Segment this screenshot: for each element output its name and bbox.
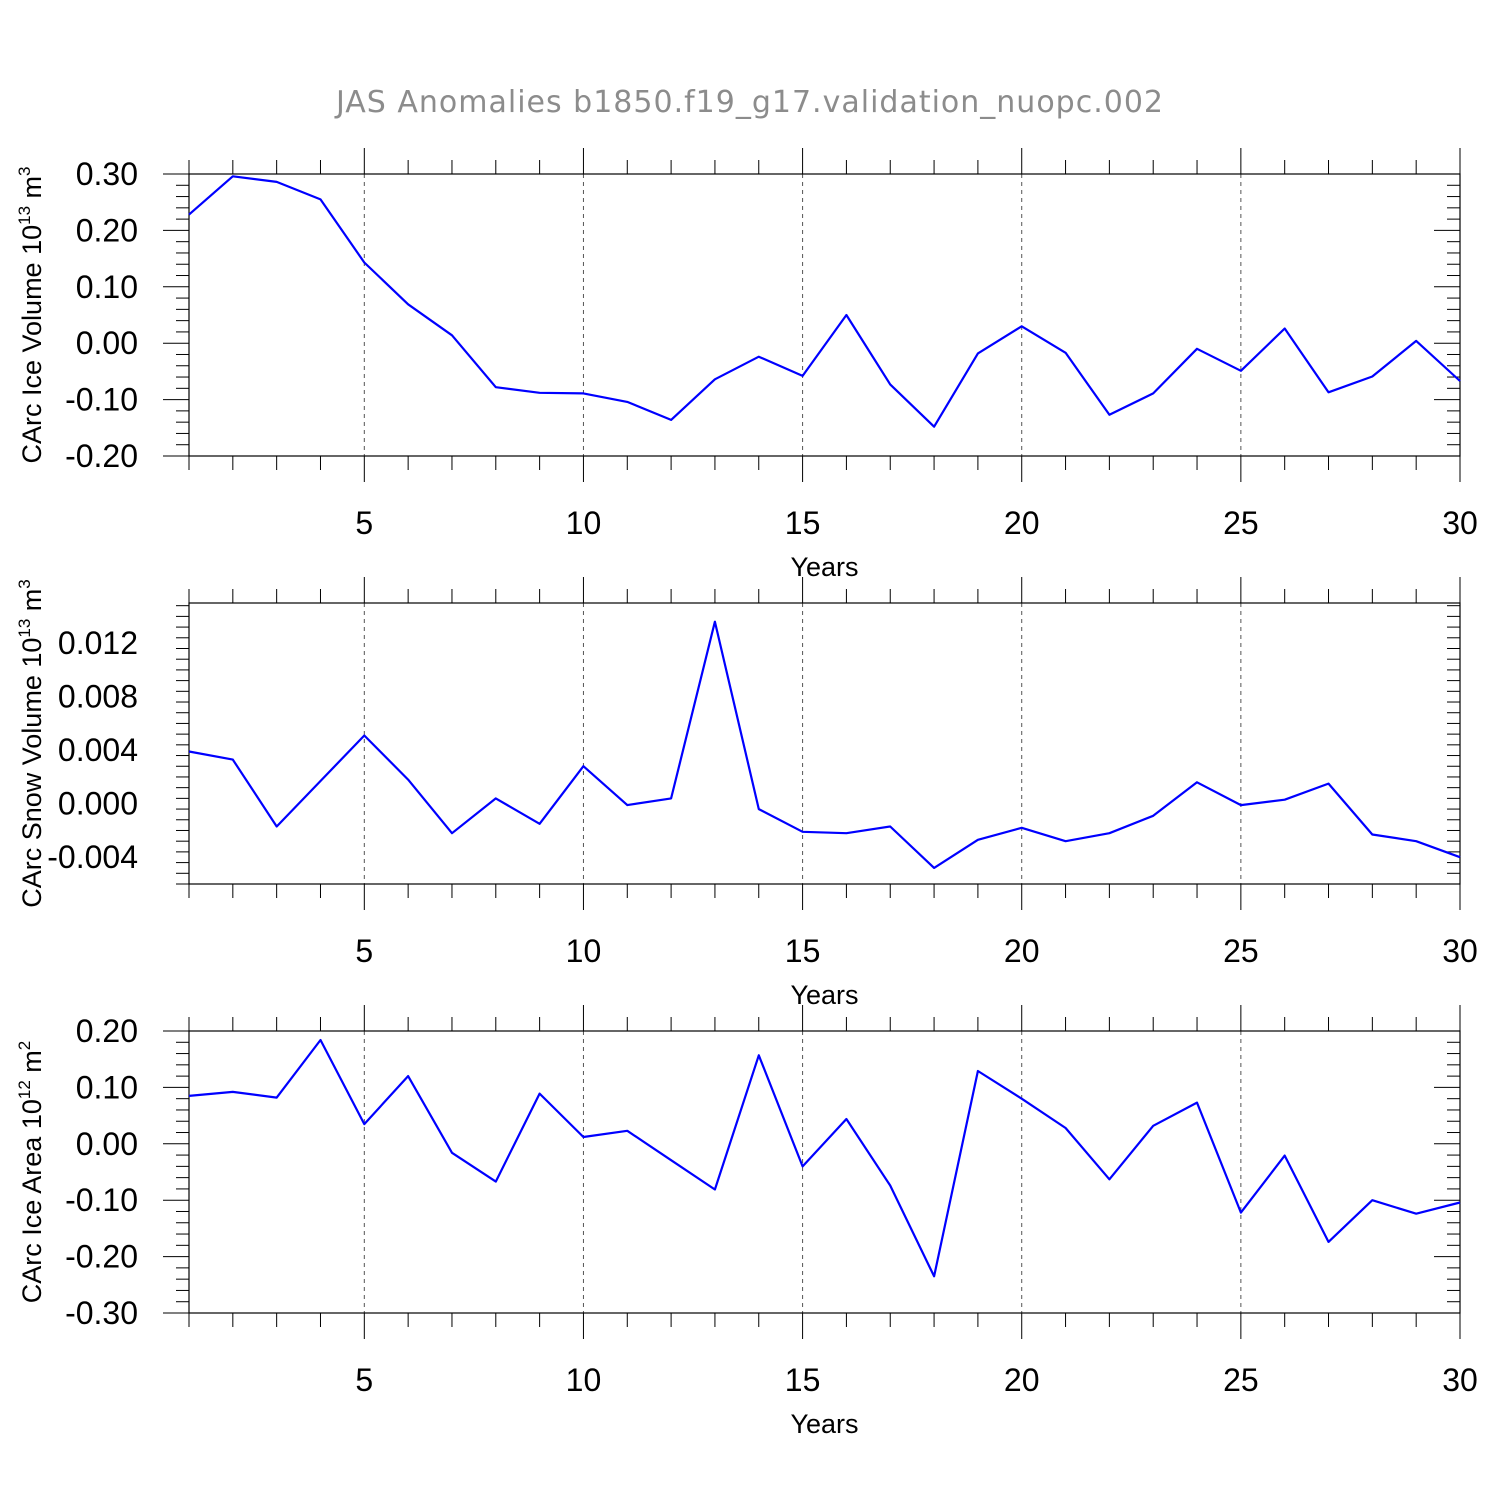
panel-1: -0.20 -0.10 0.00 0.10 0.20 0.30 5 10 15 20 25 30 Yea…	[15, 148, 1478, 582]
y-axis-label-exponent: 12	[15, 1080, 34, 1099]
y-tick-label: -0.30	[65, 1295, 138, 1331]
x-tick-label: 30	[1442, 1362, 1478, 1398]
x-tick-label: 15	[785, 1362, 821, 1398]
x-tick-label: 15	[785, 505, 821, 541]
y-axis-label-unit: m	[17, 176, 47, 206]
y-tick-label: 0.000	[58, 786, 138, 822]
panel-2: -0.004 0.000 0.004 0.008 0.012 5 10 15 20 25 30 Yea…	[15, 577, 1478, 1010]
y-tick-label: 0.10	[76, 1069, 138, 1105]
x-tick-label: 25	[1223, 933, 1259, 969]
y-tick-label: 0.30	[76, 156, 138, 192]
x-axis-label: Years	[790, 552, 858, 582]
x-tick-label: 10	[566, 1362, 602, 1398]
x-axis-label: Years	[790, 1409, 858, 1439]
x-tick-label: 10	[566, 505, 602, 541]
y-axis-label-unit-exponent: 2	[15, 1041, 34, 1050]
y-tick-label: 0.00	[76, 1126, 138, 1162]
x-tick-label: 5	[355, 933, 373, 969]
y-axis-label-unit: m	[17, 1050, 47, 1080]
plot-frame	[188, 173, 1461, 457]
x-tick-label: 30	[1442, 933, 1478, 969]
y-axis-label: CArc Ice Volume 1013 m3	[15, 166, 47, 463]
y-tick-label: 0.004	[58, 732, 138, 768]
y-axis-label: CArc Ice Area 1012 m2	[15, 1041, 47, 1304]
panels: -0.20-0.100.000.100.200.305 10 15 20 25 30Yea…	[15, 148, 1478, 1439]
x-tick-label: 25	[1223, 505, 1259, 541]
y-axis-label-text: CArc Ice Area 10	[17, 1099, 47, 1303]
x-tick-label: 20	[1004, 933, 1040, 969]
y-axis-label: CArc Snow Volume 1013 m3	[15, 579, 47, 908]
y-axis-label-text: CArc Ice Volume 10	[17, 225, 47, 464]
series-line	[188, 175, 1461, 428]
x-axis-label: Years	[790, 980, 858, 1010]
y-tick-label: 0.012	[58, 625, 138, 661]
y-axis-label-unit: m	[17, 589, 47, 619]
panel-3: -0.30 -0.20 -0.10 0.00 0.10 0.20 5 10 15 20 25 30 Ye…	[15, 1005, 1478, 1439]
series-line	[188, 1038, 1461, 1278]
y-tick-label: -0.004	[47, 839, 138, 875]
series-line	[188, 620, 1461, 870]
x-tick-label: 5	[355, 505, 373, 541]
x-tick-label: 20	[1004, 505, 1040, 541]
y-tick-label: -0.10	[65, 382, 138, 418]
y-tick-label: -0.20	[65, 1239, 138, 1275]
y-tick-label: 0.00	[76, 325, 138, 361]
y-tick-label: 0.20	[76, 212, 138, 248]
x-tick-label: 20	[1004, 1362, 1040, 1398]
x-tick-label: 30	[1442, 505, 1478, 541]
plot-frame	[188, 602, 1461, 885]
y-tick-label: 0.20	[76, 1013, 138, 1049]
y-axis-label-text: CArc Snow Volume 10	[17, 638, 47, 908]
x-tick-label: 15	[785, 933, 821, 969]
y-tick-label: 0.008	[58, 679, 138, 715]
x-tick-label: 25	[1223, 1362, 1259, 1398]
x-tick-label: 5	[355, 1362, 373, 1398]
x-tick-label: 10	[566, 933, 602, 969]
y-tick-label: -0.20	[65, 438, 138, 474]
y-tick-label: -0.10	[65, 1182, 138, 1218]
y-axis-label-exponent: 13	[15, 619, 34, 638]
figure-title: JAS Anomalies b1850.f19_g17.validation_n…	[334, 85, 1164, 120]
y-axis-label-unit-exponent: 3	[15, 166, 34, 175]
plot-frame	[188, 1030, 1461, 1314]
y-tick-label: 0.10	[76, 269, 138, 305]
y-axis-label-unit-exponent: 3	[15, 579, 34, 588]
y-axis-label-exponent: 13	[15, 206, 34, 225]
